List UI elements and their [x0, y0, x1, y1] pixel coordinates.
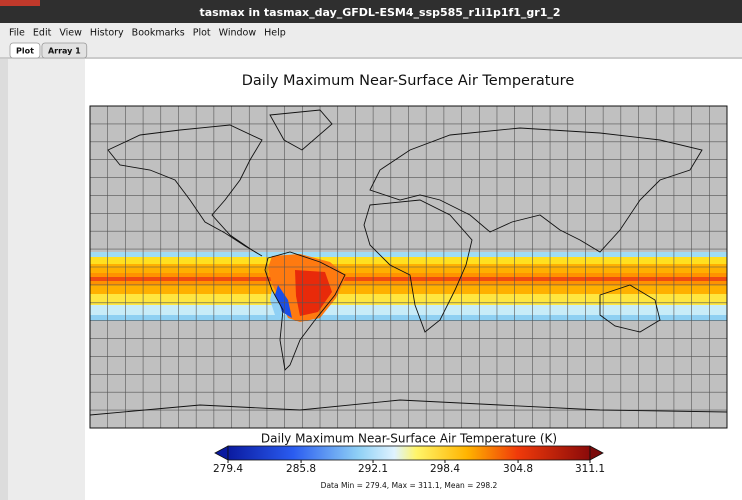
tab-strip: Plot Array 1 — [9, 42, 88, 59]
colorbar-tick-label: 279.4 — [213, 463, 243, 475]
land-field — [270, 290, 284, 320]
tab-label: Plot — [16, 47, 34, 56]
coastline — [107, 124, 263, 257]
menu-item[interactable]: Window — [219, 28, 257, 39]
coastline — [90, 399, 727, 416]
colorbar — [227, 445, 591, 461]
coastline — [363, 199, 473, 333]
tab-label: Array 1 — [48, 47, 81, 56]
menu-item[interactable]: File — [9, 28, 25, 39]
land-field — [295, 270, 332, 316]
tab-shape — [9, 42, 41, 59]
menu-item[interactable]: View — [59, 28, 82, 39]
tab-shape — [41, 42, 88, 59]
stats: Data Min = 279.4, Max = 311.1, Mean = 29… — [321, 481, 498, 490]
colorbar-tick-label: 285.8 — [286, 463, 316, 475]
title-bar — [0, 0, 742, 23]
menu-bar — [0, 23, 742, 41]
menu-item[interactable]: Plot — [193, 28, 211, 39]
coastline — [264, 251, 346, 371]
window-title: tasmax in tasmax_day_GFDL-ESM4_ssp585_r1… — [199, 6, 560, 19]
colorbar-tick-label: 304.8 — [503, 463, 533, 475]
colorbar-tick-label: 292.1 — [358, 463, 388, 475]
coastline — [369, 127, 703, 253]
coastline — [599, 284, 661, 333]
coastlines — [90, 109, 727, 416]
plot-title: Daily Maximum Near-Surface Air Temperatu… — [242, 73, 575, 89]
menu: File Edit View History Bookmarks Plot Window He… — [9, 28, 286, 39]
map — [90, 106, 727, 428]
menu-item[interactable]: Edit — [33, 28, 52, 39]
menu-item[interactable]: Help — [264, 28, 286, 39]
side-panel — [0, 59, 8, 500]
map-frame — [89, 105, 728, 429]
graticule — [90, 106, 727, 428]
coastline — [269, 109, 333, 151]
colorbar-label: Daily Maximum Near-Surface Air Temperatu… — [261, 432, 557, 446]
colorbar-tick-label: 298.4 — [430, 463, 460, 475]
menu-item[interactable]: Bookmarks — [132, 28, 185, 39]
tab[interactable]: Array 1 — [41, 42, 88, 59]
tab[interactable]: Plot — [9, 42, 41, 59]
colorbar-ticks: 279.4 285.8 292.1 298.4 304.8 311.1 — [213, 460, 605, 475]
colorbar-tick-label: 311.1 — [575, 463, 605, 475]
colorbar-over-arrow — [589, 445, 604, 461]
title-bar-accent — [0, 0, 40, 6]
land-field — [274, 285, 292, 318]
menu-item[interactable]: History — [90, 28, 124, 39]
